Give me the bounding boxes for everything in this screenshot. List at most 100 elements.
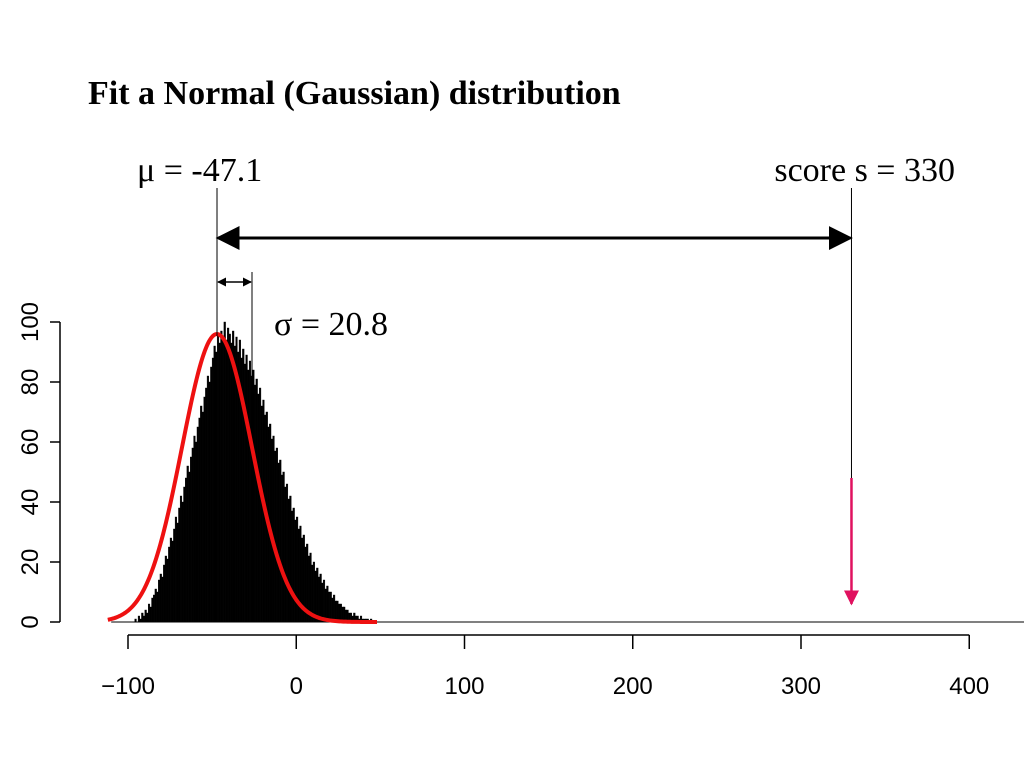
histogram-bar [291,510,294,623]
histogram-bar [225,339,228,623]
histogram-bar [173,528,176,623]
histogram-bar [154,588,157,623]
histogram-bar [159,573,162,623]
histogram-bar [215,351,218,623]
y-tick-label: 20 [17,549,44,576]
histogram-bar [188,471,191,623]
histogram-bar [200,405,203,623]
histogram-bar [227,327,230,623]
histogram-bar [191,447,194,623]
histogram-bar [161,576,164,623]
histogram-bar [168,546,171,623]
histogram-bar [211,357,215,623]
histogram-bar [328,591,331,623]
histogram-bar [322,579,326,623]
histogram-bar [296,516,299,623]
y-tick-label: 40 [17,489,44,516]
histogram-bar [289,495,292,623]
histogram-bar [218,342,221,623]
histogram-bar [336,600,339,623]
histogram-bar [339,603,342,623]
histogram-bar [245,354,248,623]
mu-label: μ = -47.1 [137,152,262,189]
histogram-bar [183,486,186,623]
normal-fit-curve [107,331,378,624]
histogram-bar [230,342,233,623]
histogram-bar [280,474,283,623]
histogram-bar [164,555,167,623]
histogram-bar [257,393,260,623]
histogram-bar [153,594,156,623]
histogram-bar [198,417,201,623]
score-label: score s = 330 [774,152,955,189]
histogram-bar [319,573,322,623]
histogram-bar [193,435,196,623]
histogram-bar [292,507,295,623]
x-tick-label: 0 [290,673,303,700]
histogram-bar [287,498,290,623]
histogram-bar [146,612,149,623]
histogram-bar [178,507,181,623]
histogram-bar [179,495,183,623]
histogram-bar [174,516,177,623]
y-tick-label: 100 [17,302,44,342]
x-axis: −100 0 100 200 300 400 [101,621,1024,700]
sigma-label: σ = 20.8 [274,306,388,343]
histogram-bar [329,591,332,623]
histogram-bar [169,537,172,623]
histogram-bar [149,606,152,623]
histogram-bar [142,615,146,623]
histogram-bar [331,597,334,623]
x-tick-label: 400 [949,673,989,700]
histogram-bar [181,501,184,623]
histogram-bar [277,462,280,623]
histogram-bar [201,411,204,623]
histogram-bar [326,585,329,623]
histogram-bars [134,321,373,623]
histogram-bar [294,519,297,623]
histogram-bar [255,378,258,623]
histogram-bar [247,369,250,623]
histogram-bar [196,426,199,623]
histogram-bar [206,375,209,623]
histogram-bar [333,594,336,623]
histogram-bar [233,345,236,623]
x-tick-label: 100 [444,673,484,700]
histogram-bar [297,528,300,623]
y-axis: 0 20 40 60 80 100 [17,302,61,629]
histogram-bar [285,483,289,623]
histogram-bar [137,615,140,623]
histogram-bar [223,321,226,623]
histogram-bar [272,435,275,623]
histogram-bar [274,450,277,623]
histogram-bar [222,336,225,623]
histogram-bar [203,396,206,623]
histogram-bar [282,471,285,623]
histogram-bar [259,387,262,623]
histogram-bar [166,558,169,623]
histogram-bar [338,603,341,623]
x-tick-label: 200 [613,673,653,700]
histogram-bar [316,567,319,623]
histogram-bar [186,465,189,623]
histogram-bar [220,330,223,623]
x-tick-label: −100 [101,673,155,700]
histogram-bar [185,477,188,623]
histogram-bar [260,405,263,623]
histogram-bar [253,384,257,623]
histogram-bar [275,447,278,623]
histogram-bar [158,579,161,623]
histogram-bar [216,333,220,623]
histogram-bar [242,348,245,623]
histogram-bar [248,360,252,623]
histogram-bar [312,561,315,623]
histogram-bar [195,441,198,623]
histogram-bar [210,366,213,623]
y-tick-label: 80 [17,369,44,396]
histogram-bar [176,522,179,623]
histogram-bar [317,576,321,623]
histogram-bar [156,591,159,623]
histogram-bar [134,618,137,623]
histogram-bar [208,381,211,623]
